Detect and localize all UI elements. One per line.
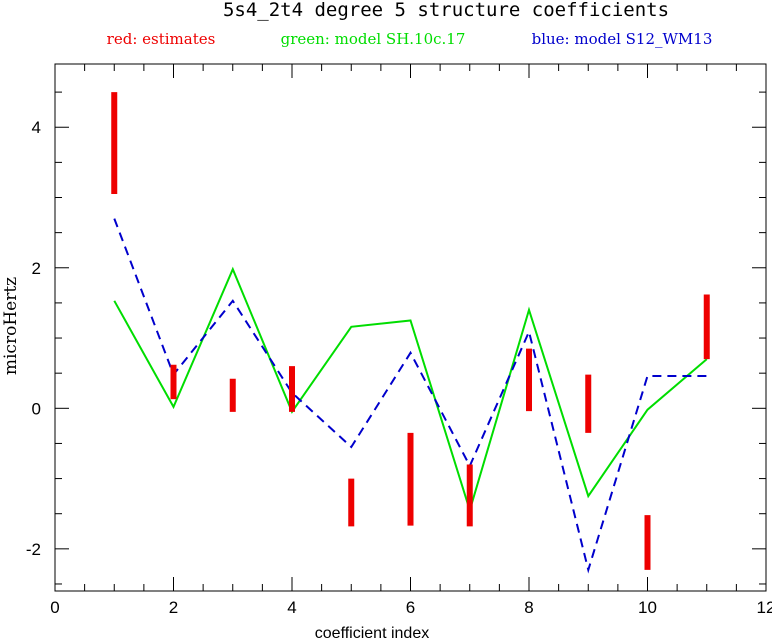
- x-tick-label: 6: [406, 598, 415, 617]
- legend-model-s12wm13: blue: model S12_WM13: [532, 30, 713, 48]
- x-tick-label: 10: [638, 598, 657, 617]
- x-tick-label: 0: [50, 598, 59, 617]
- x-tick-label: 8: [524, 598, 533, 617]
- y-tick-label: 2: [32, 259, 41, 278]
- legend-model-sh10c17: green: model SH.10c.17: [281, 30, 466, 48]
- x-axis-label: coefficient index: [315, 625, 429, 641]
- axis-ticks: [54, 64, 767, 591]
- series-line-1: [113, 266, 708, 514]
- y-tick-label: 4: [32, 118, 41, 137]
- y-axis-label: microHertz: [1, 277, 21, 375]
- x-tick-label: 12: [757, 598, 772, 617]
- legend-estimates: red: estimates: [107, 30, 216, 48]
- y-tick-label: -2: [26, 540, 41, 559]
- x-tick-label: 4: [287, 598, 296, 617]
- x-tick-label: 2: [169, 598, 178, 617]
- tick-labels: 0 2 4 6 8 10 12 -2 0 2 4: [26, 118, 772, 617]
- chart-title: 5s4_2t4 degree 5 structure coefficients: [223, 0, 669, 21]
- y-tick-label: 0: [32, 399, 41, 418]
- estimate-errorbars: [111, 92, 710, 570]
